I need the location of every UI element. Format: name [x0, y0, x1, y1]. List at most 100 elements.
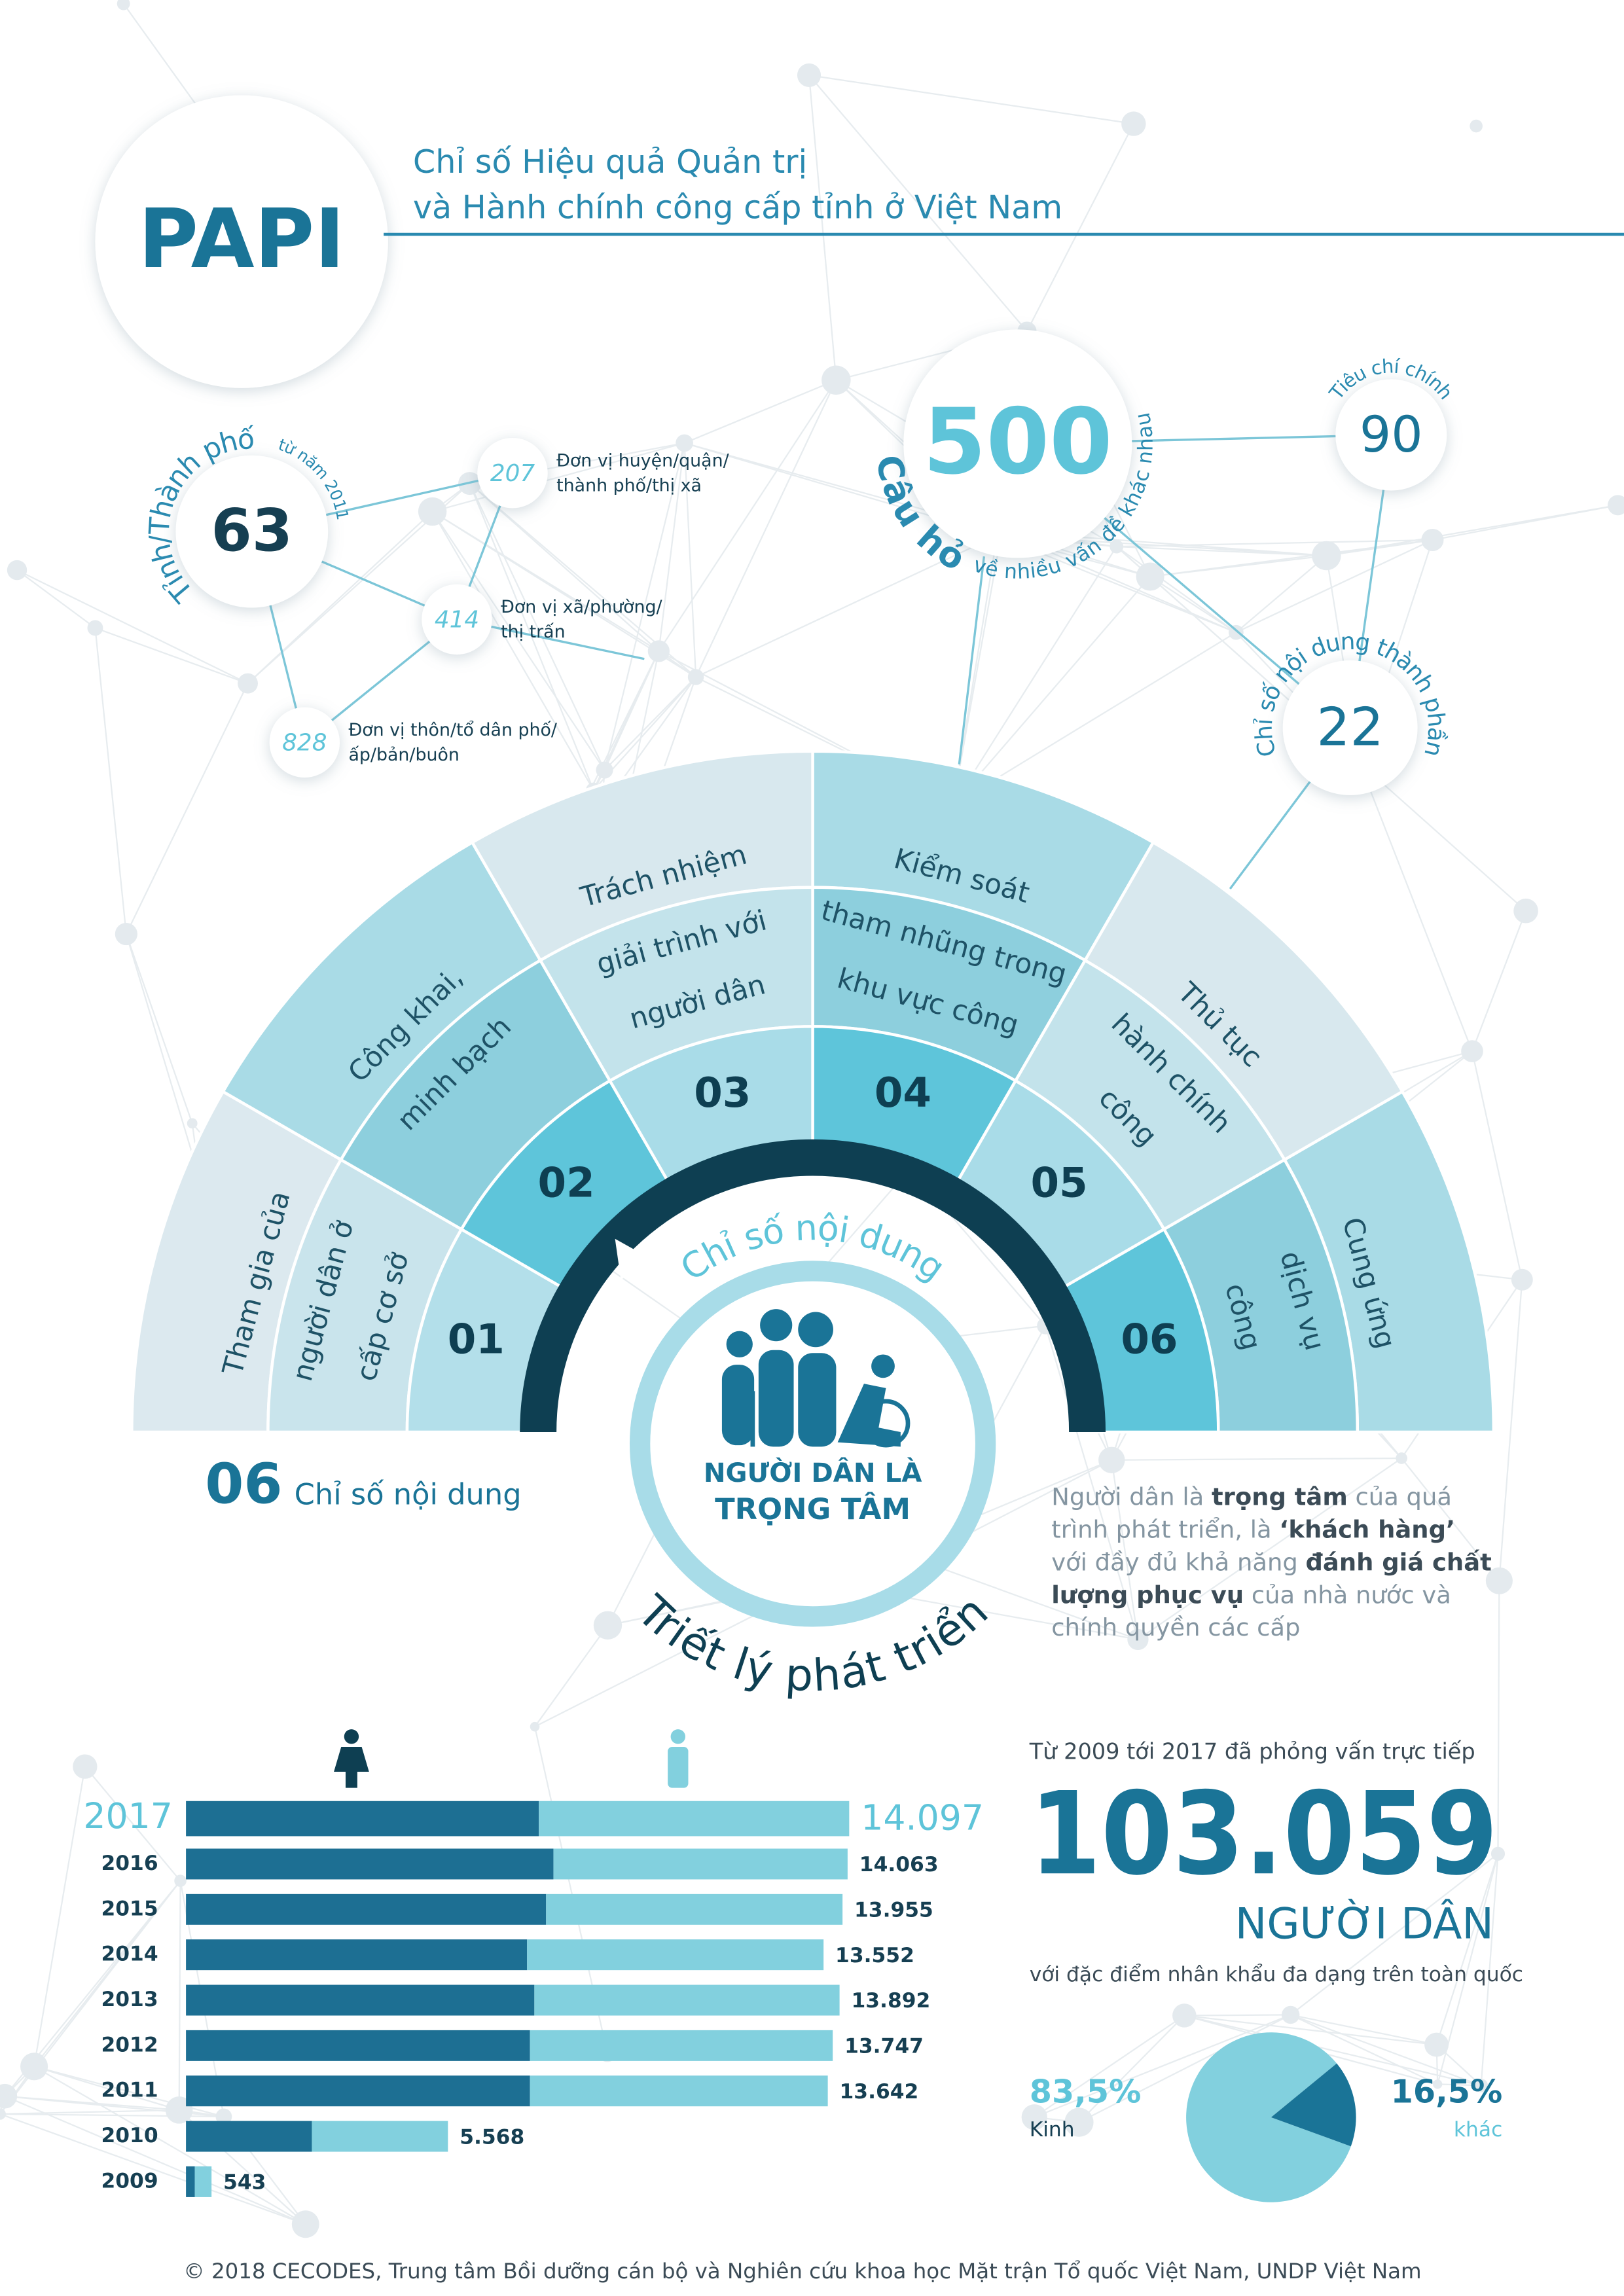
pie-value-label: 83,5% — [1030, 2073, 1142, 2111]
description-line: lượng phục vụ của nhà nước và — [1051, 1581, 1451, 1609]
male-icon — [670, 1729, 685, 1744]
bar-segment — [527, 1939, 824, 1971]
bar-total-label: 13.552 — [835, 1944, 914, 1967]
people-icon — [798, 1353, 837, 1447]
network-dot — [647, 640, 670, 662]
network-line — [1290, 1853, 1499, 2016]
network-line — [952, 546, 1117, 806]
network-dot — [1312, 541, 1341, 571]
level-label: Đơn vị huyện/quận/ — [556, 450, 730, 471]
logo: PAPI — [138, 191, 345, 287]
network-line — [469, 483, 605, 771]
people-icon — [861, 1399, 911, 1448]
network-dot — [1127, 1628, 1149, 1651]
footer: © 2018 CECODES, Trung tâm Bồi dưỡng cán … — [183, 2259, 1421, 2284]
network-line — [432, 511, 659, 652]
sector-number: 06 — [1121, 1315, 1178, 1363]
network-dot — [676, 434, 693, 452]
network-line — [1116, 546, 1237, 634]
bar-segment — [186, 2030, 530, 2061]
bar-segment — [186, 1801, 539, 1837]
year-label: 2010 — [101, 2124, 158, 2147]
description-segment: với đầy đủ khả năng — [1051, 1548, 1305, 1576]
description-segment: của nhà nước và — [1244, 1581, 1451, 1609]
network-line — [1471, 910, 1527, 1052]
network-line — [658, 380, 837, 652]
female-icon — [344, 1729, 359, 1744]
network-line — [1497, 1581, 1500, 1854]
network-dot — [596, 761, 613, 779]
network-line — [1498, 1280, 1523, 1581]
network-line — [431, 511, 594, 791]
sector-number: 02 — [538, 1159, 595, 1207]
network-line — [1235, 539, 1433, 634]
network-line — [1358, 762, 1473, 1052]
year-label: 2016 — [101, 1852, 158, 1875]
network-line — [1184, 2015, 1481, 2087]
network-line — [1149, 539, 1433, 578]
bar-segment — [186, 2121, 312, 2152]
people-icon — [758, 1350, 794, 1447]
network-line — [1359, 762, 1526, 912]
bar-total-label: 14.097 — [861, 1797, 984, 1838]
network-line — [683, 442, 697, 677]
network-dot — [1110, 539, 1124, 554]
network-line — [1471, 1050, 1523, 1280]
wheel-core-arc — [520, 1139, 1106, 1433]
female-icon — [334, 1746, 369, 1788]
year-label: 2013 — [101, 1988, 158, 2011]
bar-total-label: 14.063 — [859, 1853, 939, 1876]
network-line — [125, 683, 249, 935]
network-dot — [1485, 1567, 1513, 1594]
sector-number: 05 — [1031, 1159, 1088, 1207]
network-dot — [73, 1754, 98, 1779]
network-dot — [1064, 2108, 1094, 2137]
title-line: Chỉ số Hiệu quả Quản trị — [413, 143, 807, 181]
network-dot — [238, 673, 258, 694]
description-segment: ‘khách hàng’ — [1279, 1515, 1455, 1543]
network-line — [1026, 123, 1134, 332]
network-line — [1401, 1458, 1500, 1581]
bar-segment — [530, 2030, 833, 2061]
bar-total-label: 13.955 — [854, 1899, 933, 1922]
description-line: với đầy đủ khả năng đánh giá chất — [1051, 1548, 1492, 1576]
network-dot — [115, 922, 137, 946]
network-dot — [593, 1611, 623, 1640]
network-dot — [1281, 2005, 1300, 2024]
criteria-value: 90 — [1360, 405, 1423, 463]
people-icon — [837, 1384, 901, 1447]
network-line — [33, 1766, 86, 2067]
pie-category: Kinh — [1030, 2118, 1075, 2142]
network-line — [1116, 539, 1433, 548]
network-dot — [1424, 2032, 1449, 2057]
network-dot — [215, 2108, 232, 2125]
network-dot — [1172, 2003, 1197, 2028]
network-line — [604, 676, 696, 771]
sub-indices-value: 22 — [1316, 696, 1383, 757]
network-dot — [1136, 562, 1164, 591]
province-value: 63 — [211, 497, 293, 565]
year-label: 2017 — [83, 1795, 173, 1837]
network-line — [469, 482, 660, 652]
network-dot — [1421, 528, 1444, 552]
network-line — [808, 75, 837, 380]
network-line — [95, 627, 248, 685]
year-label: 2015 — [101, 1897, 158, 1920]
interviews-note: với đặc điểm nhân khẩu đa dạng trên toàn… — [1030, 1962, 1523, 1986]
network-line — [125, 933, 200, 1179]
network-line — [94, 628, 127, 935]
bar-segment — [194, 2166, 212, 2197]
network-line — [0, 2109, 179, 2115]
year-label: 2009 — [101, 2169, 158, 2193]
bar-segment — [186, 2166, 195, 2197]
sector-number: 01 — [448, 1315, 505, 1363]
network-line — [1137, 1458, 1402, 1640]
description-segment: đánh giá chất — [1306, 1548, 1492, 1576]
core-label: TRỌNG TÂM — [715, 1492, 911, 1526]
network-dot — [1608, 495, 1624, 516]
level-label: Đơn vị thôn/tổ dân phố/ — [348, 720, 557, 740]
network-line — [125, 933, 193, 1124]
network-line — [695, 535, 998, 678]
network-dot — [7, 560, 27, 581]
